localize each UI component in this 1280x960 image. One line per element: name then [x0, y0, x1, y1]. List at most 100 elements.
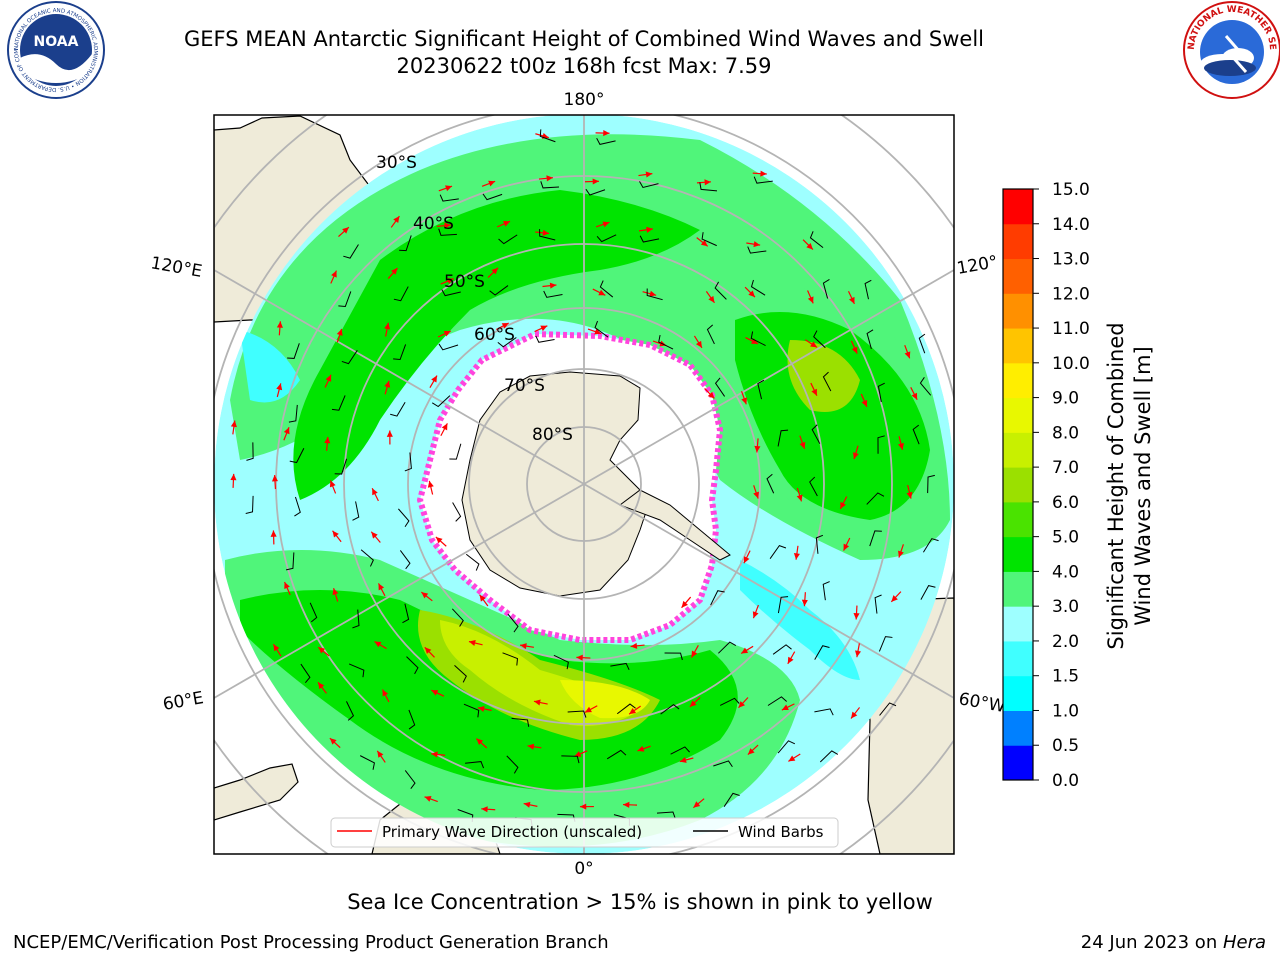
wind-barb: [553, 654, 569, 670]
wind-barb: [822, 581, 830, 601]
wind-barb: [561, 755, 580, 764]
noaa-logo-text: NOAA: [34, 34, 79, 50]
wind-barb: [714, 281, 727, 300]
wave-direction-arrowhead: [646, 226, 653, 233]
wind-barb: [596, 234, 617, 243]
lon-label-0: 0°: [574, 859, 593, 879]
wind-barb: [877, 435, 885, 454]
colorbar-cell: [1003, 606, 1033, 642]
wave-direction-arrowhead: [602, 221, 610, 228]
colorbar-tick-label: 13.0: [1052, 250, 1090, 270]
wave-direction-arrowhead: [796, 494, 803, 502]
wave-direction-arrowhead: [806, 242, 813, 250]
wave-direction-arrowhead: [421, 592, 429, 599]
wave-direction-arrowhead: [751, 338, 759, 344]
wind-barb: [616, 703, 636, 715]
wind-barb: [288, 404, 298, 423]
colorbar-tick-label: 0.5: [1052, 736, 1079, 756]
wave-direction-arrowhead: [371, 531, 378, 539]
wind-barb: [246, 442, 254, 461]
colorbar-tick-label: 3.0: [1052, 597, 1079, 617]
wind-barb: [664, 652, 683, 661]
colorbar-cell: [1003, 432, 1033, 468]
wind-barb: [701, 232, 717, 247]
wind-barb: [352, 501, 360, 521]
wave-direction-arrowhead: [435, 536, 443, 544]
wind-barb: [498, 234, 518, 245]
wind-barb: [777, 429, 789, 447]
wave-direction-arrowhead: [270, 530, 277, 537]
wind-barb: [706, 324, 715, 345]
wind-barb: [713, 760, 733, 768]
wind-barb: [639, 235, 660, 243]
wave-direction-arrowhead: [741, 647, 749, 654]
legend-wind-barb-label: Wind Barbs: [738, 823, 824, 841]
wind-barb: [465, 761, 485, 769]
wind-barb: [670, 746, 690, 755]
wave-direction-arrowhead: [431, 751, 438, 758]
wave-direction-arrowhead: [283, 427, 290, 435]
wind-barb: [723, 792, 740, 807]
wave-direction-arrowhead: [230, 473, 237, 481]
lat-label-60s: 60°S: [474, 325, 515, 345]
wind-barb: [334, 458, 348, 475]
wave-direction-arrowhead: [503, 221, 511, 227]
wave-direction-arrowhead: [852, 452, 859, 460]
colorbar-tick-label: 0.0: [1052, 771, 1079, 791]
wind-barb: [920, 585, 936, 600]
wave-direction-arrowhead: [799, 441, 806, 449]
wave-direction-arrowhead: [891, 595, 898, 602]
wind-barb: [879, 702, 897, 716]
wave-direction-arrowhead: [276, 321, 283, 328]
wave-direction-arrowhead: [574, 751, 582, 757]
wind-barb: [646, 288, 663, 301]
lon-label-60w: 60°W: [957, 689, 1007, 717]
colorbar-tick-label: 15.0: [1052, 180, 1090, 200]
wind-barb: [594, 320, 609, 338]
wave-direction-arrows: [230, 130, 918, 813]
wave-direction-arrowhead: [443, 330, 451, 337]
wave-direction-arrowhead: [851, 711, 858, 719]
wind-barb: [656, 811, 676, 819]
wave-direction-arrowhead: [598, 289, 606, 296]
wind-barb: [360, 549, 374, 567]
wave-direction-arrowhead: [332, 530, 339, 538]
lat-label-40s: 40°S: [413, 214, 454, 234]
wind-barb: [714, 377, 726, 397]
wave-direction-arrowhead: [649, 290, 657, 297]
wave-direction-arrowhead: [843, 543, 850, 551]
colorbar-cell: [1003, 189, 1033, 225]
wind-barb: [922, 538, 939, 553]
wind-barb: [814, 708, 834, 716]
colorbar-tick-label: 1.0: [1052, 701, 1079, 721]
wind-barb: [912, 424, 920, 445]
colorbar-tick-label: 12.0: [1052, 284, 1090, 304]
wave-direction-arrowhead: [431, 375, 437, 383]
chart-title: GEFS MEAN Antarctic Significant Height o…: [183, 27, 985, 51]
wind-barb: [814, 645, 830, 660]
wind-barb: [772, 644, 792, 655]
wave-direction-arrowhead: [477, 705, 485, 712]
wind-barb: [451, 608, 464, 627]
wave-direction-arrowhead: [576, 654, 583, 661]
wave-direction-arrowhead: [851, 346, 858, 354]
wind-barb: [338, 291, 352, 307]
map-legend: Primary Wave Direction (unscaled) Wind B…: [330, 817, 839, 848]
noaa-logo: NOAA NATIONAL OCEANIC AND ATMOSPHERIC AD…: [0, 0, 105, 99]
wave-direction-arrowhead: [787, 656, 794, 664]
colorbar-tick-label: 1.5: [1052, 667, 1079, 687]
wind-barb: [294, 496, 301, 517]
wave-direction-arrowhead: [592, 178, 599, 185]
wave-direction-arrowhead: [276, 383, 283, 391]
wind-barb: [535, 335, 555, 343]
wave-direction-arrowhead: [444, 222, 451, 229]
wind-barbs: [245, 129, 939, 827]
wind-barb: [399, 550, 411, 570]
wind-barb: [404, 452, 412, 472]
wave-direction-arrowhead: [700, 239, 708, 247]
wind-barb: [750, 331, 766, 346]
wind-barb: [393, 286, 409, 302]
wind-barb: [767, 696, 788, 706]
chart-subtitle: 20230622 t00z 168h fcst Max: 7.59: [396, 54, 772, 78]
colorbar-tick-label: 10.0: [1052, 354, 1090, 374]
